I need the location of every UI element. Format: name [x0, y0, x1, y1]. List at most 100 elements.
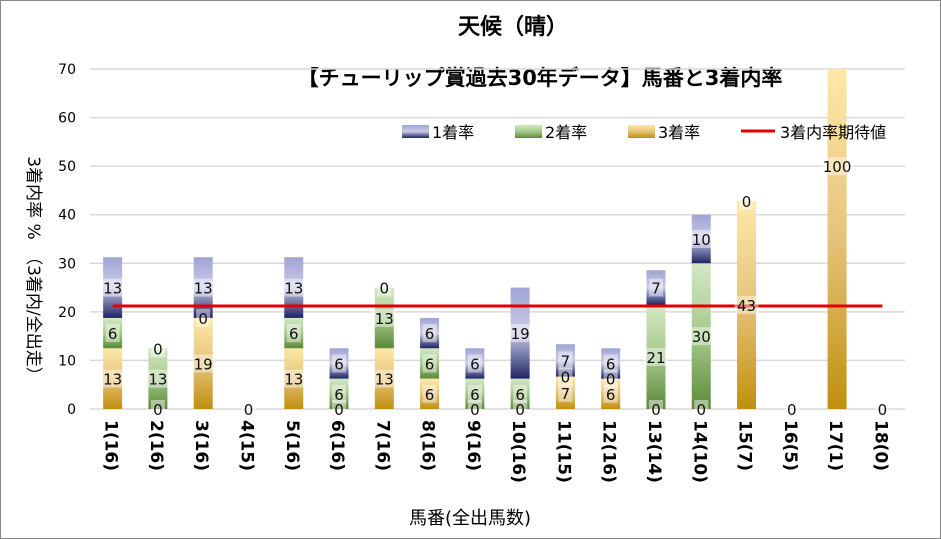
x-tick-label: 5(16): [282, 420, 302, 471]
y-axis-label: 3着内率 % （3着内/全出走）: [23, 156, 43, 383]
data-label-bg: [196, 308, 211, 327]
x-tick-label: 6(16): [327, 420, 347, 471]
bar-1着率-8(16): [420, 317, 440, 349]
data-label: 21: [646, 349, 665, 367]
x-tick-label: 11(15): [553, 420, 573, 483]
bar-1着率-5(16): [284, 257, 304, 318]
data-label: 6: [425, 386, 435, 404]
data-label-bg: [467, 354, 482, 373]
data-label-bg: [372, 308, 397, 327]
data-label: 13: [103, 371, 122, 389]
bar-2着率-6(16): [329, 378, 349, 409]
data-label-bg: [875, 400, 890, 418]
x-tick-label: 12(16): [599, 420, 619, 483]
data-label-bg: [694, 400, 709, 418]
data-label-bg: [100, 369, 125, 388]
legend-swatch: [402, 125, 429, 138]
data-label: 0: [561, 369, 571, 387]
bar-3着率-17(1): [827, 69, 847, 409]
data-label: 13: [103, 280, 122, 298]
x-tick-label: 18(0): [870, 420, 890, 471]
data-label-bg: [689, 230, 714, 248]
bar-2着率-1(16): [103, 317, 123, 349]
data-label: 0: [380, 280, 390, 298]
data-label: 19: [194, 355, 213, 373]
data-label: 0: [244, 401, 254, 419]
bar-1着率-10(16): [510, 287, 530, 379]
data-label-bg: [513, 384, 528, 403]
bar-2着率-13(14): [646, 304, 666, 409]
data-label-bg: [145, 369, 170, 388]
x-tick-label: 10(16): [508, 420, 528, 483]
bar-2着率-8(16): [420, 348, 440, 379]
bar-1着率-3(16): [193, 257, 213, 318]
x-tick-label: 9(16): [463, 420, 483, 471]
data-label: 0: [334, 401, 344, 419]
x-axis-label: 馬番(全出馬数): [409, 508, 531, 529]
bar-2着率-7(16): [374, 287, 394, 349]
bar-1着率-11(15): [555, 344, 575, 377]
data-label: 0: [742, 193, 752, 211]
data-label-bg: [643, 347, 668, 366]
data-label-bg: [422, 354, 437, 373]
y-tick-label: 60: [58, 111, 76, 127]
data-label: 6: [108, 325, 118, 343]
data-label-bg: [603, 369, 618, 388]
data-label-bg: [784, 400, 799, 418]
data-label: 13: [148, 371, 167, 389]
data-label: 6: [425, 355, 435, 373]
data-label-bg: [648, 278, 663, 297]
data-label-bg: [281, 369, 306, 388]
data-label-bg: [467, 400, 482, 418]
data-label: 7: [651, 280, 661, 298]
bar-3着率-8(16): [420, 378, 440, 409]
data-label-bg: [332, 400, 347, 418]
data-label-bg: [467, 384, 482, 403]
bar-2着率-2(16): [148, 348, 168, 409]
bar-1着率-12(16): [601, 348, 621, 379]
data-label: 6: [289, 325, 299, 343]
y-tick-label: 30: [58, 256, 76, 272]
data-label: 13: [375, 310, 394, 328]
data-label-bg: [689, 327, 714, 346]
chart-subtitle: 【チューリップ賞過去30年データ】馬番と3着内率: [298, 66, 783, 90]
data-label-bg: [739, 191, 754, 210]
data-label-bg: [281, 278, 306, 297]
data-label: 19: [511, 325, 530, 343]
data-label: 6: [515, 386, 525, 404]
x-tick-label: 8(16): [418, 420, 438, 471]
bar-3着率-5(16): [284, 348, 304, 409]
data-label: 0: [153, 401, 163, 419]
data-label: 6: [470, 355, 480, 373]
data-label-bg: [332, 354, 347, 373]
data-label: 0: [878, 401, 888, 419]
x-tick-label: 16(5): [780, 420, 800, 471]
x-tick-label: 4(15): [236, 420, 256, 471]
data-label-bg: [286, 324, 301, 343]
data-label-bg: [820, 157, 855, 176]
data-label-bg: [241, 400, 256, 418]
y-tick-label: 40: [58, 208, 76, 224]
x-tick-label: 3(16): [191, 420, 211, 471]
data-label: 7: [561, 352, 571, 370]
y-tick-label: 50: [58, 159, 76, 175]
bar-3着率-1(16): [103, 348, 123, 409]
bar-3着率-11(15): [555, 376, 575, 409]
x-tick-label: 2(16): [146, 420, 166, 471]
data-label-bg: [100, 278, 125, 297]
data-label: 7: [561, 385, 571, 403]
data-label-bg: [422, 384, 437, 403]
data-label: 6: [425, 325, 435, 343]
data-label-bg: [332, 384, 347, 403]
data-label-bg: [191, 278, 216, 297]
data-label-bg: [558, 383, 573, 402]
data-label-bg: [734, 295, 759, 314]
y-tick-label: 10: [58, 353, 76, 369]
data-label: 100: [823, 158, 852, 176]
data-label: 0: [198, 310, 208, 328]
data-label: 0: [606, 371, 616, 389]
bar-1着率-9(16): [465, 348, 485, 379]
bar-3着率-7(16): [374, 348, 394, 409]
data-label: 13: [194, 280, 213, 298]
